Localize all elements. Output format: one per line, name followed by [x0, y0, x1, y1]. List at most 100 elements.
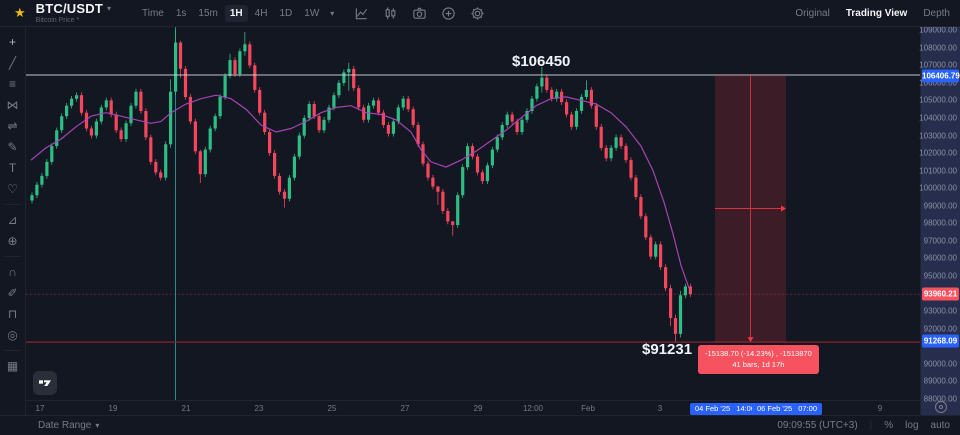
price-tick: 92000.00: [923, 324, 957, 334]
crosshair-tool[interactable]: +: [8, 35, 16, 49]
tab-original[interactable]: Original: [795, 7, 830, 19]
brush-tool[interactable]: ✎: [7, 140, 18, 154]
toolbar-divider: [4, 204, 21, 205]
trendline-tool[interactable]: ╱: [8, 56, 17, 70]
top-toolbar: ★ BTC/USDT ▾ Bitcoin Price * Time 1s 15m 1H…: [0, 0, 960, 27]
price-tick: 107000.00: [919, 60, 957, 70]
settings-gear-icon[interactable]: [470, 6, 485, 21]
price-tick: 104000.00: [919, 113, 957, 123]
measure-tooltip-line2: 41 bars, 1d 17h: [732, 360, 785, 370]
emoji-tool[interactable]: ♡: [7, 182, 18, 196]
price-tick: 98000.00: [923, 218, 957, 228]
stay-in-drawing-mode-tool[interactable]: ✐: [7, 286, 18, 300]
price-axis[interactable]: 109000.00 108000.00 107000.00 106000.00 1050…: [919, 25, 960, 415]
status-right-group: 09:09:55 (UTC+3) | % log auto: [777, 420, 960, 431]
divider: |: [869, 420, 873, 431]
tradingview-logo[interactable]: [33, 371, 57, 395]
price-tick: 88000.00: [923, 394, 957, 404]
symbol-subtitle: Bitcoin Price *: [35, 17, 80, 24]
price-tick: 96000.00: [923, 253, 957, 263]
forecast-tool[interactable]: ⇌: [7, 119, 18, 133]
time-tick: 25: [327, 404, 337, 413]
candlestick-icon[interactable]: [383, 6, 398, 21]
measure-tooltip: -15138.70 (-14.23%) , -1513870 41 bars, …: [698, 345, 819, 374]
timeframe-1s[interactable]: 1s: [175, 7, 187, 19]
time-tick: 3: [657, 404, 663, 413]
time-tick: Feb: [581, 404, 595, 413]
drawing-toolbar: + ╱ ≡ ⋈ ⇌ ✎ T ♡ ⊿ ⊕ ∩ ✐ ⊓ ◎ ▦: [0, 27, 26, 415]
time-tick: 27: [400, 404, 410, 413]
upper-level-annotation[interactable]: $106450: [512, 53, 571, 70]
remove-drawings-tool[interactable]: ▦: [6, 359, 19, 373]
lock-drawings-tool[interactable]: ⊓: [7, 307, 18, 321]
add-icon[interactable]: [441, 6, 456, 21]
date-range-button[interactable]: Date Range ▾: [38, 420, 99, 431]
time-axis[interactable]: 17 19 21 23 25 27 29 12:00 Feb 3 9 04 Feb '25 14:00 0…: [26, 400, 920, 415]
time-range-badge[interactable]: 04 Feb '25 14:00: [690, 402, 760, 415]
measure-tooltip-line1: -15138.70 (-14.23%) , -1513870: [705, 349, 812, 358]
timeframe-time[interactable]: Time: [142, 7, 164, 19]
date-range-label: Date Range: [38, 420, 92, 431]
view-tabs: Original Trading View Depth: [795, 8, 960, 19]
timeframe-row: Time 1s 15m 1H 4H 1D 1W ▾: [137, 4, 338, 22]
line-chart-icon[interactable]: [354, 6, 369, 21]
price-tick: 103000.00: [919, 131, 957, 140]
pattern-tool[interactable]: ⋈: [6, 98, 19, 112]
magnet-tool[interactable]: ∩: [8, 265, 17, 279]
price-label: 93960.21: [922, 287, 959, 301]
price-tick: 89000.00: [923, 376, 957, 386]
timeframe-1w[interactable]: 1W: [304, 7, 320, 19]
favorite-star-icon[interactable]: ★: [14, 5, 26, 20]
chevron-down-icon: ▾: [95, 421, 100, 430]
symbol-selector[interactable]: BTC/USDT ▾ Bitcoin Price *: [36, 2, 111, 24]
time-tick: 29: [473, 404, 483, 413]
price-tick: 109000.00: [919, 25, 957, 35]
chevron-down-icon: ▾: [106, 3, 111, 13]
price-tick: 101000.00: [919, 166, 957, 176]
timeframe-15m[interactable]: 15m: [198, 7, 218, 19]
time-tick: 21: [181, 404, 191, 413]
price-tick: 95000.00: [923, 271, 957, 281]
lower-level-annotation[interactable]: $91231: [642, 341, 693, 358]
price-tick: 90000.00: [923, 359, 957, 369]
log-scale-button[interactable]: log: [905, 420, 919, 431]
measure-tool[interactable]: ⊿: [7, 213, 18, 227]
percent-scale-button[interactable]: %: [884, 420, 894, 431]
time-tick: 19: [108, 404, 118, 413]
price-tick: 97000.00: [923, 236, 957, 246]
price-tick: 100000.00: [919, 183, 957, 193]
zoom-in-tool[interactable]: ⊕: [7, 234, 18, 248]
symbol-name: BTC/USDT: [35, 1, 103, 16]
hide-drawings-tool[interactable]: ◎: [7, 328, 18, 342]
chart-area[interactable]: $106450 $91231 -15138.70 (-14.23%) , -15…: [26, 27, 920, 400]
tab-trading-view[interactable]: Trading View: [845, 7, 908, 19]
price-label: 91268.09: [922, 334, 959, 348]
price-tick: 93000.00: [923, 306, 957, 316]
price-tick: 106000.00: [919, 78, 957, 88]
fib-retracement-tool[interactable]: ≡: [8, 77, 16, 91]
price-label: 106406.79: [922, 69, 960, 83]
time-tick: 23: [254, 404, 264, 413]
timeframe-4h[interactable]: 4H: [254, 7, 268, 19]
toolbar-icon-row: [354, 6, 485, 21]
timeframe-1h[interactable]: 1H: [224, 4, 248, 22]
axis-corner: [921, 400, 960, 414]
candlestick-chart[interactable]: [26, 27, 920, 400]
auto-scale-button[interactable]: auto: [930, 420, 950, 431]
timeframe-dropdown-icon[interactable]: ▾: [330, 8, 335, 18]
price-tick: 99000.00: [923, 201, 957, 211]
time-tick: 12:00: [522, 404, 544, 413]
timeframe-1d[interactable]: 1D: [279, 7, 293, 19]
price-tick: 105000.00: [919, 95, 957, 105]
price-tick: 102000.00: [919, 148, 957, 158]
time-range-badge[interactable]: 06 Feb '25 07:00: [752, 402, 822, 415]
clock-display[interactable]: 09:09:55 (UTC+3): [777, 420, 858, 431]
status-bar: Date Range ▾ 09:09:55 (UTC+3) | % log au…: [0, 415, 960, 435]
toolbar-divider: [4, 350, 21, 351]
axis-settings-icon[interactable]: [934, 401, 947, 413]
text-tool[interactable]: T: [8, 161, 17, 175]
tab-depth[interactable]: Depth: [923, 7, 950, 19]
price-tick: 108000.00: [919, 43, 957, 53]
camera-icon[interactable]: [412, 6, 427, 21]
